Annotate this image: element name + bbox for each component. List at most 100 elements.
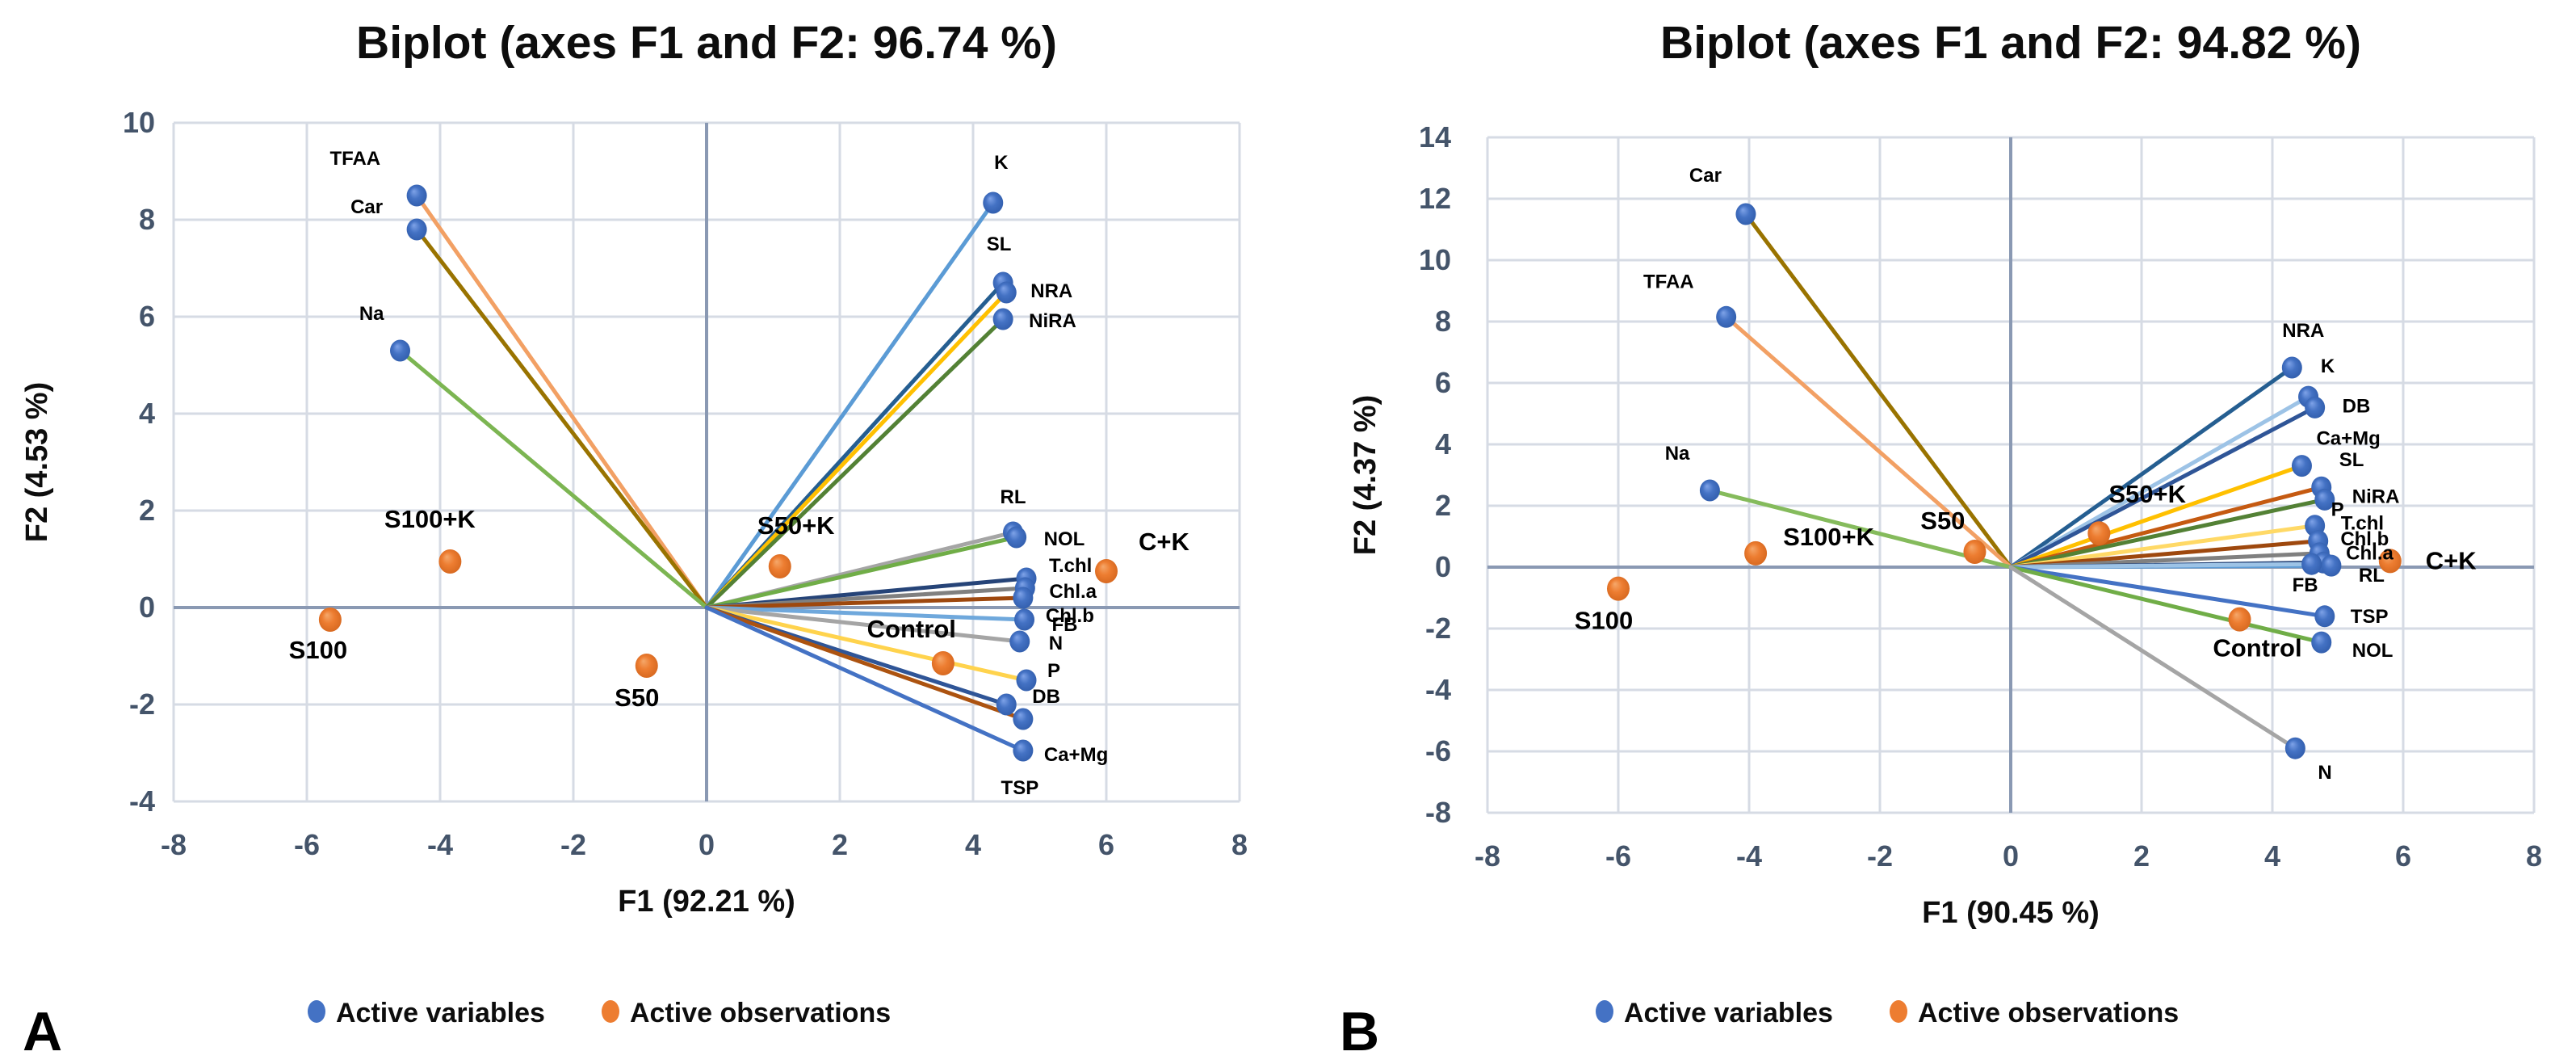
observation-point-C+K — [2378, 549, 2402, 574]
observation-point-C+K — [1095, 559, 1118, 583]
vector-line-N — [704, 605, 1022, 644]
y-tick-label: 2 — [139, 494, 155, 527]
variable-label-Chl.a: Chl.a — [2346, 542, 2393, 564]
y-tick-label: 10 — [1419, 243, 1451, 276]
observation-point-S100+K — [438, 549, 462, 574]
variable-point-DB — [2305, 396, 2326, 418]
variable-label-DB: DB — [1032, 686, 1060, 708]
observation-point-S50+K — [2087, 521, 2111, 546]
y-tick-label: 4 — [1435, 427, 1451, 461]
x-axis-title: F1 (90.45 %) — [1922, 896, 2100, 930]
variable-label-P: P — [2331, 499, 2344, 521]
observation-label-C+K: C+K — [2426, 546, 2477, 574]
observation-point-Control — [2228, 607, 2251, 632]
variable-label-NRA: NRA — [1030, 280, 1072, 302]
y-tick-label: 2 — [1435, 489, 1451, 522]
variable-point-NiRA — [2314, 488, 2335, 511]
legend-variables-label: Active variables — [1624, 998, 1833, 1028]
variable-point-TSP — [1013, 739, 1034, 762]
y-tick-label: 8 — [139, 203, 155, 236]
vector-line-NiRA — [2008, 497, 2327, 570]
legend: Active variables Active observations — [308, 998, 891, 1028]
vector-line-DB — [2008, 405, 2318, 570]
vector-line-NOL — [704, 535, 1019, 610]
y-tick-label: -2 — [1425, 612, 1451, 645]
x-tick-label: -6 — [1605, 839, 1631, 873]
x-tick-label: 2 — [2133, 839, 2150, 873]
variable-point-Ca+Mg — [2291, 455, 2312, 477]
legend-observations-marker-icon — [1890, 1000, 1907, 1023]
variable-point-TFAA — [1716, 305, 1737, 328]
y-tick-label: 0 — [1435, 550, 1451, 583]
x-tick-label: -8 — [161, 828, 187, 861]
vector-line-Car — [414, 227, 709, 610]
variable-label-TSP: TSP — [1001, 777, 1039, 799]
vector-line-NRA — [2008, 365, 2294, 570]
variable-label-T.chl: T.chl — [1049, 555, 1092, 577]
y-tick-label: -8 — [1425, 796, 1451, 829]
x-tick-label: 2 — [832, 828, 848, 861]
variable-label-TFAA: TFAA — [329, 148, 380, 170]
variable-label-SL: SL — [987, 233, 1012, 255]
x-tick-label: 6 — [1098, 828, 1114, 861]
legend: Active variables Active observations — [1596, 998, 2179, 1028]
vector-line-Ca+Mg — [2008, 464, 2304, 570]
vector-line-TFAA — [1724, 314, 2013, 570]
x-tick-label: 8 — [2526, 839, 2542, 873]
variable-label-Car: Car — [350, 196, 383, 218]
observation-point-S100+K — [1744, 540, 1768, 566]
vector-line-P — [704, 605, 1029, 683]
variable-label-Chl.a: Chl.a — [1049, 581, 1097, 603]
observation-point-S50 — [635, 654, 658, 678]
vector-line-NOL — [2008, 565, 2324, 645]
variable-label-FB: FB — [2293, 574, 2318, 596]
vector-line-FB — [704, 605, 1027, 622]
y-tick-label: 4 — [139, 397, 155, 430]
panel-letter: A — [23, 1001, 62, 1062]
y-tick-label: -4 — [129, 784, 155, 818]
observation-point-Control — [931, 651, 954, 675]
y-tick-label: -6 — [1425, 734, 1451, 768]
variable-point-FB — [1014, 608, 1035, 631]
vector-line-K — [704, 200, 996, 610]
x-tick-label: -2 — [1867, 839, 1893, 873]
vector-line-NiRA — [704, 317, 1005, 610]
vector-line-P — [2008, 524, 2318, 570]
observation-label-S100+K: S100+K — [384, 505, 476, 533]
y-axis-title: F2 (4.53 %) — [20, 382, 54, 543]
legend-observations-marker-icon — [602, 1000, 619, 1023]
vector-line-TSP — [704, 605, 1026, 753]
observation-point-S100 — [318, 608, 342, 632]
variable-point-N — [2284, 737, 2305, 759]
vector-line-NRA — [704, 290, 1009, 610]
observation-point-S50+K — [768, 554, 791, 578]
chart-title: Biplot (axes F1 and F2: 94.82 %) — [1660, 17, 2361, 69]
variable-label-SL: SL — [2339, 449, 2364, 471]
biplot-chart-b: Biplot (axes F1 and F2: 94.82 %) -8 -6 -4-… — [1340, 17, 2542, 1062]
variable-label-Na: Na — [359, 303, 384, 325]
variable-point-TFAA — [406, 184, 427, 207]
vector-line-Ca+Mg — [704, 605, 1026, 721]
variable-label-K: K — [994, 152, 1009, 174]
observation-label-Control: Control — [867, 615, 956, 643]
variable-label-RL: RL — [1001, 486, 1026, 508]
vector-line-FB — [2008, 561, 2314, 570]
variable-label-NOL: NOL — [2352, 640, 2393, 662]
variable-label-NRA: NRA — [2282, 320, 2324, 342]
variable-label-NOL: NOL — [1044, 528, 1085, 550]
variable-label-Na: Na — [1665, 443, 1690, 465]
x-tick-label: -6 — [294, 828, 320, 861]
variable-point-K — [983, 191, 1004, 214]
vector-line-TFAA — [414, 193, 709, 610]
biplot-panel-a: Biplot (axes F1 and F2: 96.74 %) -8 -6 -4-… — [20, 17, 1248, 1062]
vector-line-Car — [1743, 212, 2013, 570]
variable-point-Na — [390, 339, 410, 362]
variable-point-TSP — [2314, 605, 2335, 628]
observation-label-S50+K: S50+K — [757, 511, 835, 540]
vector-line-Na — [1707, 488, 2013, 570]
variable-label-Ca+Mg: Ca+Mg — [2316, 428, 2380, 450]
variable-point-NiRA — [992, 308, 1013, 330]
variable-point-Car — [406, 218, 427, 241]
x-tick-label: 0 — [2003, 839, 2019, 873]
variable-label-K: K — [2321, 355, 2335, 377]
